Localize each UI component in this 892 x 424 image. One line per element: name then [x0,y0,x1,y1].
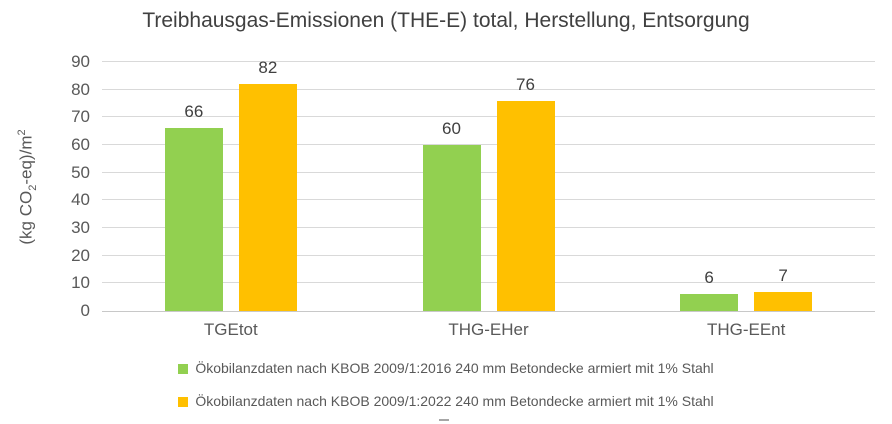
legend-item: Ökobilanzdaten nach KBOB 2009/1:2022 240… [178,393,714,410]
bar-value-label: 76 [516,74,535,94]
legend-swatch [178,363,189,374]
gridline [102,199,875,201]
chart-title: Treibhausgas-Emissionen (THE-E) total, H… [142,9,750,32]
category-label: THG-EHer [448,320,529,339]
bar [238,84,297,311]
gridline [102,254,875,256]
bar [164,128,223,311]
y-tick-label: 30 [71,218,90,237]
bar [496,100,555,311]
gridline [102,282,875,284]
bar-value-label: 7 [778,265,788,285]
legend-label: Ökobilanzdaten nach KBOB 2009/1:2016 240… [195,360,714,376]
legend: Ökobilanzdaten nach KBOB 2009/1:2016 240… [0,360,892,410]
y-tick-label: 50 [71,162,90,182]
bar-value-label: 82 [258,58,278,78]
bar-value-label: 66 [184,102,204,122]
gridline [102,88,875,90]
y-tick-label: 90 [71,52,90,71]
gridline [102,61,875,62]
y-axis-title-part: 2 [27,184,40,191]
category-label: THG-EEnt [706,320,786,339]
bar-value-label: 60 [442,119,461,138]
y-tick-label: 20 [71,245,90,265]
legend-item: Ökobilanzdaten nach KBOB 2009/1:2016 240… [178,360,714,377]
y-axis-title-part: 2 [16,129,28,136]
gridline [102,171,875,173]
bar [754,291,813,311]
gridline [102,116,875,118]
gridline [102,227,875,228]
y-tick-label: 70 [71,107,90,127]
category-label: TGEtot [203,320,258,339]
legend-label: Ökobilanzdaten nach KBOB 2009/1:2022 240… [195,393,714,409]
y-tick-label: 80 [71,79,90,99]
y-tick-label: 0 [80,301,90,320]
y-tick-label: 40 [71,190,90,210]
y-axis-title: (kg CO2-eq)/m2 [12,87,39,287]
y-tick-label: 10 [71,273,90,293]
x-axis-line [102,311,875,312]
bar [680,294,739,311]
legend-swatch [178,396,189,407]
bar-value-label: 6 [704,268,714,288]
gridline [102,144,875,145]
bar [422,145,481,311]
y-tick-label: 60 [71,135,90,154]
clipped-text-artifact [439,419,449,421]
plot-area: 66 82 60 76 6 7 [102,58,875,312]
